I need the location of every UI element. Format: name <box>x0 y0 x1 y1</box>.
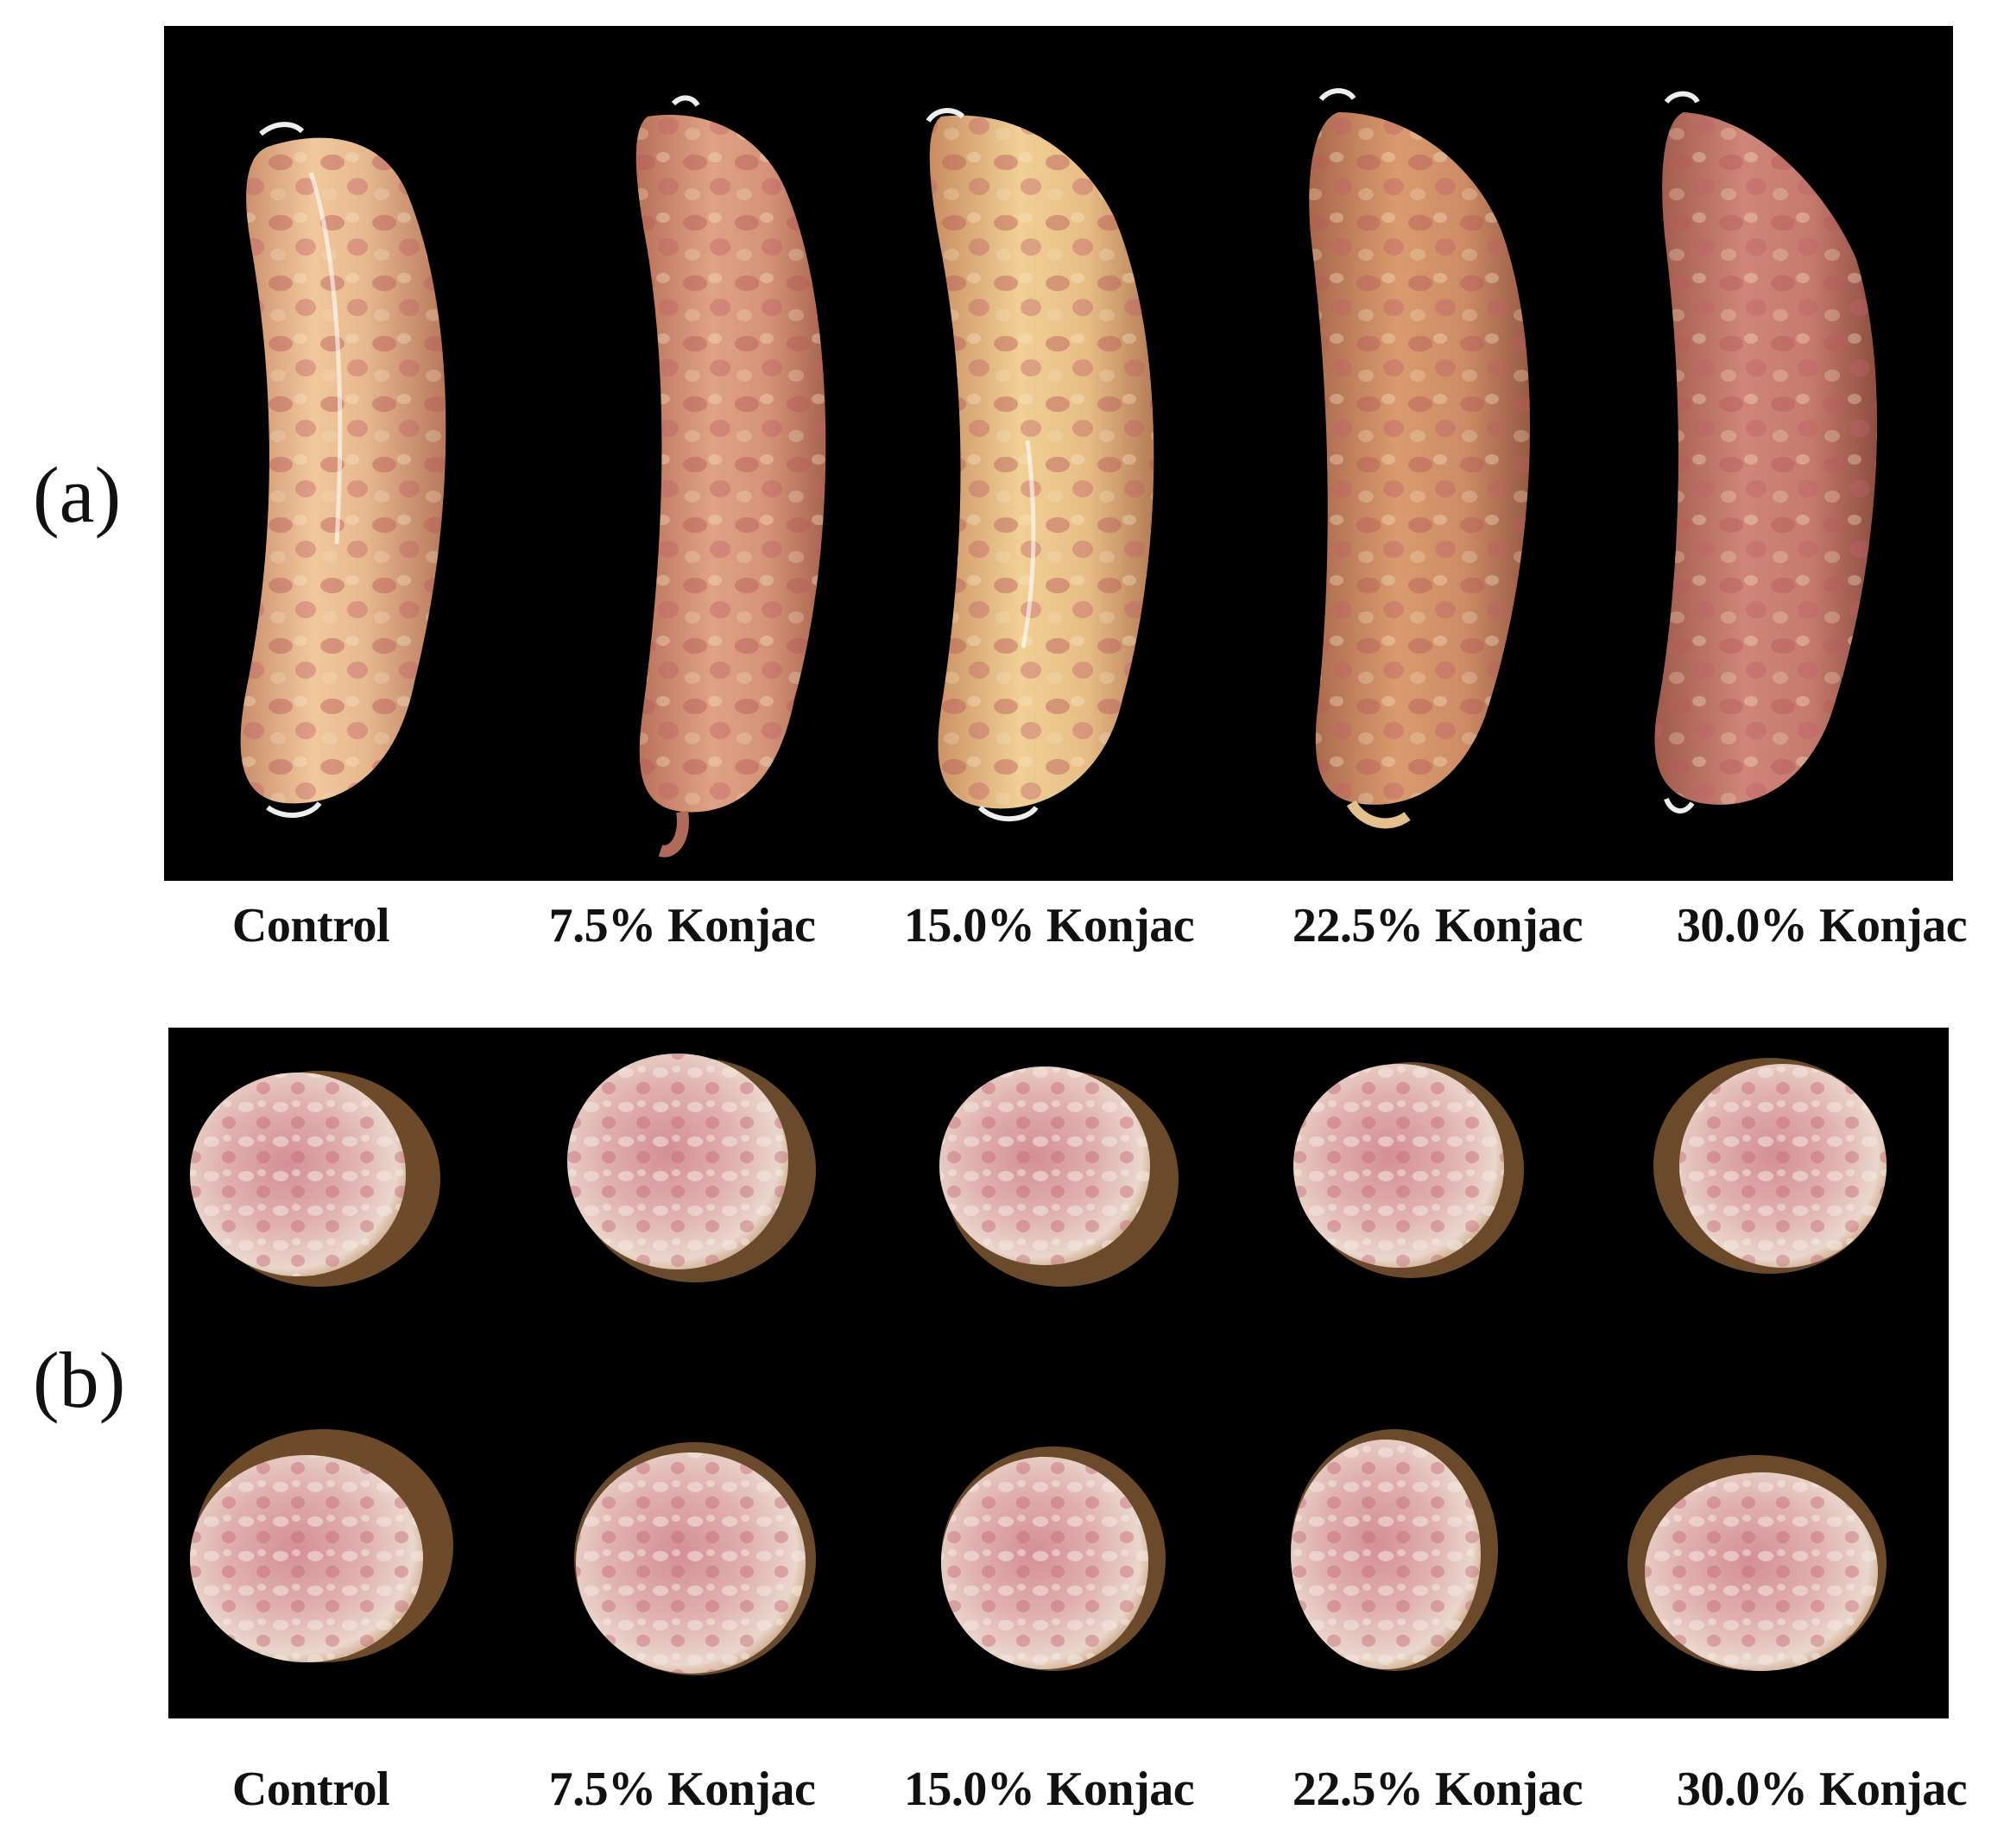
slice-22-5-2 <box>1291 1429 1498 1671</box>
slice-7-5-2 <box>574 1442 816 1675</box>
cross-section-row-2 <box>190 1429 1887 1675</box>
slice-control-1 <box>190 1071 440 1287</box>
sausage-15-0 <box>926 108 1154 822</box>
slice-15-0-1 <box>939 1066 1179 1287</box>
slice-30-0-2 <box>1628 1455 1887 1671</box>
sausage-30-0 <box>1654 91 1877 813</box>
sausage-cross-sections-image <box>168 1028 1949 1718</box>
slice-15-0-2 <box>941 1446 1166 1671</box>
slice-30-0-1 <box>1653 1058 1887 1274</box>
caption-22-5-konjac: 22.5% Konjac <box>1292 1763 1583 1816</box>
slice-22-5-1 <box>1293 1062 1524 1278</box>
cross-section-row-1 <box>190 1054 1887 1287</box>
slice-7-5-1 <box>567 1054 816 1282</box>
panel-b-label: (b) <box>33 1336 126 1424</box>
caption-control: Control <box>231 899 390 952</box>
caption-7-5-konjac: 7.5% Konjac <box>548 1763 816 1816</box>
panel-b-photo <box>168 1028 1949 1718</box>
caption-22-5-konjac: 22.5% Konjac <box>1292 899 1583 952</box>
panel-a-label: (a) <box>33 451 122 539</box>
sausage-control <box>240 122 446 819</box>
caption-15-0-konjac: 15.0% Konjac <box>903 899 1195 952</box>
caption-7-5-konjac: 7.5% Konjac <box>548 899 816 952</box>
caption-30-0-konjac: 30.0% Konjac <box>1676 1763 1968 1816</box>
whole-sausages-image <box>164 26 1953 881</box>
caption-control: Control <box>231 1763 390 1816</box>
caption-15-0-konjac: 15.0% Konjac <box>903 1763 1195 1816</box>
caption-30-0-konjac: 30.0% Konjac <box>1676 899 1968 952</box>
sausage-7-5 <box>635 95 826 858</box>
panel-b-captions: Control 7.5% Konjac 15.0% Konjac 22.5% K… <box>0 1762 2010 1831</box>
sausage-22-5 <box>1309 88 1531 829</box>
slice-control-2 <box>190 1429 453 1662</box>
panel-a-captions: Control 7.5% Konjac 15.0% Konjac 22.5% K… <box>0 898 2010 967</box>
panel-a-photo <box>164 26 1953 881</box>
